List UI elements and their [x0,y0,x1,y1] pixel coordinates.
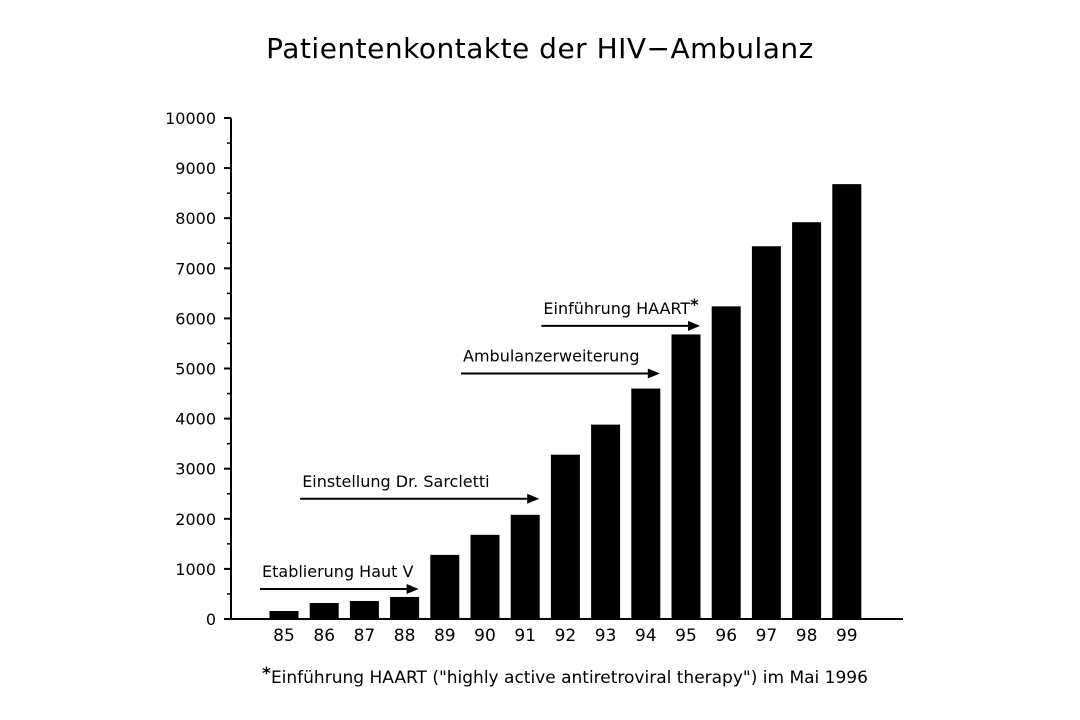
y-tick-label: 5000 [175,360,216,379]
footnote-marker: * [262,664,271,684]
footnote: *Einführung HAART ("highly active antire… [0,664,1080,688]
x-tick-label: 85 [273,626,295,646]
y-tick-label: 3000 [175,460,216,479]
bar [631,388,661,619]
y-tick-label: 7000 [175,259,216,278]
y-tick-label: 9000 [175,159,216,178]
y-tick-label: 10000 [165,109,216,128]
x-tick-label: 89 [434,626,456,646]
bar [550,454,580,619]
bar [832,184,862,619]
bar [711,306,741,619]
bar [309,602,339,619]
x-tick-label: 87 [354,626,376,646]
x-tick-label: 95 [675,626,697,646]
annotation-arrowhead [406,583,419,594]
x-tick-label: 92 [555,626,577,646]
bar [671,334,701,619]
y-axis: 0 1000 2000 3000 4000 5000 6000 7000 8000 9000 100… [165,109,232,629]
annotation-marker: * [690,295,699,314]
annotation-label: Einführung HAART* [543,295,699,318]
bar [390,596,420,619]
bar [510,514,540,619]
bar [792,222,822,619]
x-tick-label: 90 [474,626,496,646]
bar [349,600,379,619]
chart-title: Patientenkontakte der HIV−Ambulanz [266,32,814,65]
x-tick-label: 91 [514,626,536,646]
x-tick-label: 96 [715,626,737,646]
annotation-arrowhead [647,368,660,379]
x-tick-label: 86 [313,626,335,646]
y-tick-label: 0 [206,610,216,629]
y-tick-label: 1000 [175,560,216,579]
bar [751,246,781,620]
x-axis: 85 86 87 88 89 90 91 92 93 94 95 96 97 98 99 [231,618,903,646]
annotation-label: Etablierung Haut V [262,562,414,581]
bar [470,534,500,619]
y-tick-label: 2000 [175,510,216,529]
annotation-label: Ambulanzerweiterung [463,347,640,366]
annotation-arrowhead [527,493,540,504]
bars [269,184,862,620]
x-tick-label: 94 [635,626,657,646]
y-tick-label: 6000 [175,309,216,328]
annotations: Etablierung Haut V Einstellung Dr. Sarcle… [260,295,700,594]
bar [430,554,460,619]
footnote-text: Einführung HAART ("highly active antiret… [270,668,868,688]
x-tick-label: 98 [796,626,818,646]
y-tick-label: 8000 [175,209,216,228]
x-tick-label: 97 [756,626,778,646]
bar [269,610,299,619]
x-tick-label: 99 [836,626,858,646]
x-tick-label: 93 [595,626,617,646]
y-tick-label: 4000 [175,410,216,429]
x-tick-label: 88 [394,626,416,646]
bar [591,424,621,619]
annotation-label: Einstellung Dr. Sarcletti [302,472,489,491]
annotation-arrowhead [688,320,700,331]
